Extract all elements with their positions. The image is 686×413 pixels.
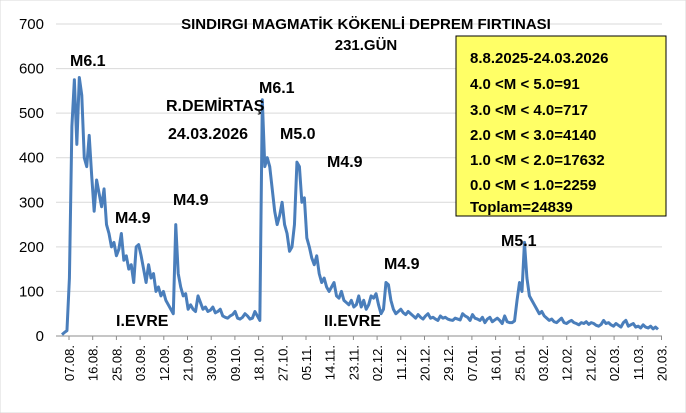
x-tick-label-21: 12.02.	[560, 345, 575, 381]
annotation-m50: M5.0	[280, 126, 316, 143]
series-line	[60, 75, 660, 336]
stats-range-2-3: 2.0 <M < 3.0=4140	[470, 127, 596, 144]
x-tick-label-11: 14.11.	[323, 345, 338, 380]
annotation-date: 24.03.2026	[168, 126, 248, 143]
stats-date-range: 8.8.2025-24.03.2026	[470, 50, 608, 67]
x-tick-label-4: 12.09.	[157, 345, 172, 381]
x-tick-label-20: 03.02.	[536, 345, 551, 381]
y-tick-label-300: 300	[19, 194, 44, 211]
annotation-r-demirtas: R.DEMİRTAŞ	[166, 97, 265, 115]
stats-range-1-2: 1.0 <M < 2.0=17632	[470, 152, 605, 169]
annotation-phase-one: I.EVRE	[116, 313, 169, 330]
y-tick-label-500: 500	[19, 105, 44, 122]
x-tick-label-2: 25.08.	[109, 345, 124, 381]
annotation-m61-second: M6.1	[259, 80, 295, 97]
annotation-m49-third: M4.9	[327, 154, 363, 171]
x-tick-label-23: 02.03.	[607, 345, 622, 381]
x-tick-label-6: 30.09.	[204, 345, 219, 381]
x-tick-label-19: 25.01.	[512, 345, 527, 381]
y-tick-label-400: 400	[19, 150, 44, 167]
y-axis-ticks: 0 100 200 300 400 500 600 700	[19, 16, 44, 345]
x-tick-label-25: 20.03.	[655, 345, 670, 381]
x-tick-label-14: 11.12.	[394, 345, 409, 380]
x-tick-label-18: 16.01.	[489, 345, 504, 381]
chart-title: SINDIRGI MAGMATİK KÖKENLİ DEPREM FIRTINA…	[181, 16, 551, 33]
annotation-m61-first: M6.1	[70, 53, 106, 70]
annotations: M6.1 R.DEMİRTAŞ 24.03.2026 M4.9 M4.9 M6.…	[70, 53, 537, 330]
y-tick-label-0: 0	[36, 328, 44, 345]
annotation-phase-two: II.EVRE	[324, 313, 381, 330]
x-tick-label-13: 02.12.	[370, 345, 385, 381]
annotation-m51: M5.1	[501, 233, 537, 250]
y-tick-label-200: 200	[19, 239, 44, 256]
stats-total: Toplam=24839	[470, 199, 573, 216]
y-tick-label-100: 100	[19, 283, 44, 300]
annotation-m49-second: M4.9	[173, 192, 209, 209]
x-axis-ticks: 07.08. 16.08. 25.08. 03.09. 12.09. 21.09. 30.0…	[62, 336, 670, 381]
x-tick-label-24: 11.03.	[631, 345, 646, 380]
stats-box-background	[455, 35, 667, 217]
x-tick-label-12: 23.11.	[346, 345, 361, 380]
y-tick-label-700: 700	[19, 16, 44, 33]
x-tick-label-8: 18.10.	[252, 345, 267, 381]
stats-range-0-1: 0.0 <M < 1.0=2259	[470, 177, 596, 194]
x-tick-label-22: 21.02.	[583, 345, 598, 381]
chart-subtitle: 231.GÜN	[335, 37, 398, 54]
x-tick-label-5: 21.09.	[181, 345, 196, 381]
x-tick-label-7: 09.10.	[228, 345, 243, 381]
stats-range-3-4: 3.0 <M < 4.0=717	[470, 102, 588, 119]
x-tick-label-17: 07.01.	[465, 345, 480, 381]
x-tick-label-9: 27.10.	[275, 345, 290, 381]
x-tick-label-0: 07.08.	[62, 345, 77, 381]
x-tick-label-3: 03.09.	[133, 345, 148, 381]
annotation-m49-fourth: M4.9	[384, 256, 420, 273]
annotation-m49-first: M4.9	[115, 210, 151, 227]
stats-range-4-5: 4.0 <M < 5.0=91	[470, 76, 580, 93]
x-tick-label-10: 05.11.	[299, 345, 314, 380]
x-tick-label-15: 20.12.	[418, 345, 433, 381]
y-tick-label-600: 600	[19, 61, 44, 78]
x-tick-label-1: 16.08.	[86, 345, 101, 381]
x-tick-label-16: 29.12.	[441, 345, 456, 381]
stats-box: 8.8.2025-24.03.2026 4.0 <M < 5.0=91 3.0 …	[455, 35, 667, 217]
